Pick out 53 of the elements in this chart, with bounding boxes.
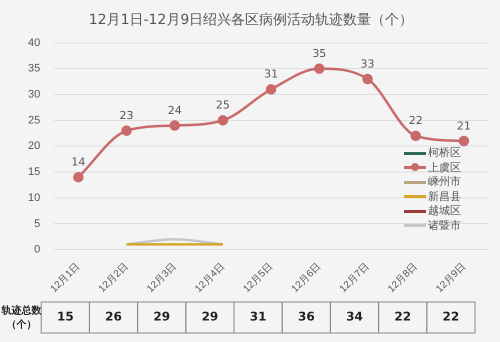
data-label: 25 (216, 98, 230, 112)
legend-label: 越城区 (428, 204, 461, 218)
text: 29 (153, 310, 170, 324)
point (73, 172, 84, 182)
text: 29 (202, 310, 218, 324)
point (458, 136, 470, 146)
x-tick-label: 12月3日 (145, 261, 179, 295)
y-tick-label: 30 (28, 88, 40, 101)
data-label: 21 (456, 119, 471, 132)
text: 36 (298, 310, 315, 324)
chart-title: 12月1日-12月9日绍兴各区病例活动轨迹数量（个） (88, 12, 414, 28)
y-tick-label: 5 (34, 218, 40, 230)
legend-label: 嵊州市 (428, 175, 461, 190)
x-tick-label: 12月4日 (193, 261, 227, 295)
point (169, 120, 180, 131)
x-tick-label: 12月9日 (434, 261, 468, 295)
text: 31 (250, 310, 266, 324)
x-tick-label: 12月1日 (48, 261, 82, 295)
point (266, 84, 276, 95)
data-label: 31 (264, 68, 278, 81)
y-tick-label: 15 (28, 166, 40, 178)
x-tick-label: 12月5日 (241, 261, 276, 295)
x-tick-label: 12月7日 (338, 261, 372, 295)
y-tick-label: 20 (28, 140, 40, 152)
y-tick-label: 10 (28, 192, 40, 204)
legend-label: 诸暨市 (428, 218, 461, 233)
text: 34 (346, 310, 363, 324)
text: 15 (56, 310, 74, 324)
data-label: 14 (71, 156, 86, 169)
legend-label: 柯桥区 (428, 146, 461, 160)
x-tick-label: 12月8日 (386, 261, 420, 295)
data-label: 35 (312, 47, 326, 60)
y-tick-label: 40 (28, 36, 40, 49)
text: 轨迹总数（个） (0, 304, 43, 331)
point (314, 63, 325, 74)
x-tick-label: 12月2日 (96, 261, 131, 295)
data-label: 33 (360, 57, 375, 70)
text: 26 (105, 310, 122, 324)
y-tick-label: 35 (28, 62, 40, 75)
point (121, 125, 132, 136)
data-label: 22 (408, 114, 423, 128)
point (362, 74, 373, 84)
x-tick-label: 12月6日 (290, 261, 324, 295)
legend-label: 上虞区 (428, 160, 461, 175)
data-label: 24 (168, 104, 182, 117)
data-label: 23 (120, 109, 134, 122)
text: 22 (442, 310, 460, 324)
y-tick-label: 25 (28, 114, 40, 126)
legend-label: 新昌县 (428, 190, 461, 204)
point (410, 130, 421, 142)
y-tick-label: 0 (34, 244, 40, 256)
text: 22 (394, 310, 412, 324)
point (218, 115, 228, 126)
